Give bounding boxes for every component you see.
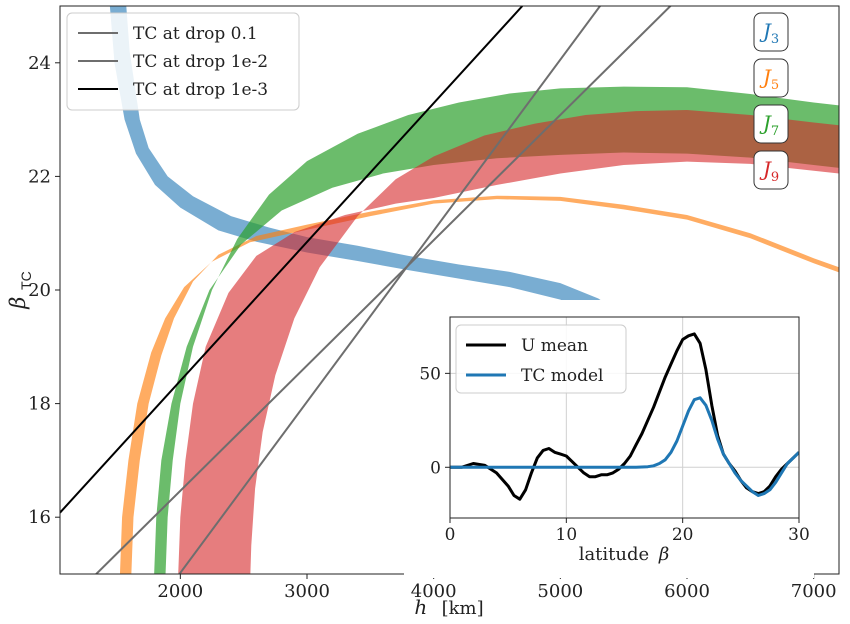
legend-frame	[66, 12, 300, 111]
inset-chart: 0 10 20 30 0 50 latitude β U mean TC model	[404, 300, 814, 578]
band-label-letter: J	[759, 19, 772, 43]
inset-x-axis-label: latitude β	[579, 544, 670, 565]
y-axis-label: β TC	[6, 271, 34, 310]
band-label-subscript: 5	[771, 78, 779, 93]
band-label-box	[753, 58, 789, 98]
legend-label: TC at drop 1e-2	[133, 52, 268, 72]
band-label-j5: J5	[753, 58, 789, 98]
inset-x-tick-label: 10	[556, 525, 578, 545]
inset-series-tc-model	[450, 396, 799, 497]
band-label-letter: J	[759, 111, 772, 135]
band-label-subscript: 9	[771, 170, 779, 185]
tc-line-1	[94, 6, 672, 574]
x-tick-label: 2000	[157, 581, 203, 602]
inset-legend-label: TC model	[521, 366, 604, 386]
band-label-text: J9	[759, 157, 779, 185]
legend: TC at drop 0.1 TC at drop 1e-2 TC at drop …	[66, 12, 300, 111]
inset-legend-label: U mean	[521, 336, 588, 356]
band-label-j3: J3	[753, 12, 789, 52]
inset-x-axis-text: latitude	[579, 544, 649, 565]
band-label-subscript: 7	[771, 124, 779, 139]
x-axis: 2000 3000 4000 5000 6000 7000	[157, 574, 837, 602]
band-label-box	[753, 12, 789, 52]
y-axis-subscript: TC	[18, 271, 34, 290]
y-axis: 16 18 20 22 24	[28, 53, 60, 528]
inset-x-axis-variable: β	[658, 544, 669, 565]
x-tick-label: 5000	[537, 581, 583, 602]
inset-x-tick-label: 30	[788, 525, 810, 545]
inset-y-axis: 0 50	[419, 364, 450, 478]
inset-x-tick-label: 0	[445, 525, 456, 545]
x-tick-label: 4000	[411, 581, 457, 602]
band-label-text: J5	[759, 65, 779, 93]
band-label-j7: J7	[753, 104, 789, 144]
band-label-box	[753, 104, 789, 144]
band-label-j9: J9	[753, 150, 789, 190]
x-axis-label: h [km]	[414, 595, 483, 619]
y-tick-label: 20	[28, 280, 51, 301]
band-label-text: J7	[759, 111, 779, 139]
band-label-text: J3	[759, 19, 779, 47]
y-axis-variable: β	[6, 297, 30, 310]
y-tick-label: 22	[28, 166, 51, 187]
band-j9	[178, 109, 839, 574]
band-label-subscript: 3	[771, 32, 779, 47]
y-tick-label: 24	[28, 53, 51, 74]
x-axis-unit: [km]	[442, 598, 484, 619]
y-tick-label: 18	[28, 394, 51, 415]
inset-y-tick-label: 50	[419, 364, 441, 384]
band-label-letter: J	[759, 65, 772, 89]
x-tick-label: 7000	[791, 581, 837, 602]
legend-label: TC at drop 0.1	[133, 24, 258, 44]
inset-legend: U mean TC model	[455, 324, 627, 394]
y-tick-label: 16	[28, 507, 51, 528]
band-label-box	[753, 150, 789, 190]
inset-frame	[449, 316, 800, 519]
x-tick-label: 6000	[664, 581, 710, 602]
tc-line-layer	[60, 6, 672, 574]
tc-line-3	[60, 6, 524, 514]
inset-x-axis: 0 10 20 30	[445, 518, 810, 545]
inset-y-tick-label: 0	[430, 458, 441, 478]
tc-line-2	[178, 6, 602, 574]
band-label-letter: J	[759, 157, 772, 181]
x-axis-variable: h	[414, 595, 427, 619]
inset-series-layer	[450, 332, 799, 501]
x-tick-label: 3000	[284, 581, 330, 602]
inset-x-tick-label: 20	[672, 525, 694, 545]
legend-label: TC at drop 1e-3	[133, 80, 268, 100]
